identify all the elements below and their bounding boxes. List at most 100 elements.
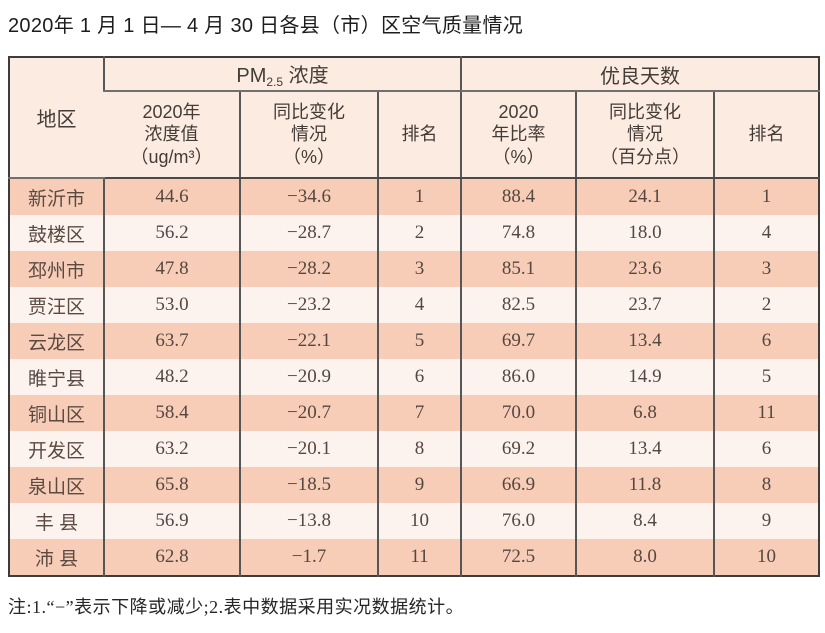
cell-region: 新沂市 [9,178,104,215]
cell-pm25-rank: 9 [376,467,462,503]
cell-pm25-change: −20.9 [239,359,378,395]
pm25-subscript: 2.5 [266,75,284,89]
cell-good-ratio: 82.5 [460,287,577,323]
cell-good-rank: 2 [713,287,820,323]
pm25-label: PM2.5 浓度 [236,65,329,89]
cell-good-rank: 1 [713,178,820,215]
cell-good-rank: 4 [713,215,820,251]
cell-good-rank: 6 [713,323,820,359]
cell-good-change: 23.7 [575,287,715,323]
cell-pm25-value: 56.9 [103,503,240,539]
table-row: 沛 县 62.8 −1.7 11 72.5 8.0 10 [9,539,820,576]
cell-pm25-rank: 5 [376,323,462,359]
header-good-days-group: 优良天数 [460,57,820,92]
cell-pm25-rank: 10 [376,503,462,539]
table-body: 新沂市 44.6 −34.6 1 88.4 24.1 1 鼓楼区 56.2 −2… [9,178,820,576]
cell-good-ratio: 72.5 [460,539,577,576]
header-group-row: 地区 PM2.5 浓度 优良天数 [9,57,820,179]
cell-good-ratio: 76.0 [460,503,577,539]
header-pm25-value: 2020年 浓度值 （ug/m³） [104,91,240,179]
table-row: 邳州市 47.8 −28.2 3 85.1 23.6 3 [9,251,820,287]
header-good-ratio: 2020 年比率 （%） [460,91,577,179]
cell-pm25-value: 63.2 [103,431,240,467]
table-row: 云龙区 63.7 −22.1 5 69.7 13.4 6 [9,323,820,359]
cell-good-change: 11.8 [575,467,715,503]
table-row: 丰 县 56.9 −13.8 10 76.0 8.4 9 [9,503,820,539]
cell-pm25-change: −34.6 [239,178,378,215]
cell-good-rank: 11 [713,395,820,431]
cell-good-change: 8.4 [575,503,715,539]
cell-pm25-rank: 2 [376,215,462,251]
cell-region: 铜山区 [9,395,104,431]
cell-good-ratio: 86.0 [460,359,577,395]
cell-good-rank: 3 [713,251,820,287]
cell-pm25-value: 53.0 [103,287,240,323]
cell-good-rank: 10 [713,539,820,576]
cell-region: 丰 县 [9,503,104,539]
table-row: 铜山区 58.4 −20.7 7 70.0 6.8 11 [9,395,820,431]
cell-good-ratio: 69.2 [460,431,577,467]
header-pm25-group: PM2.5 浓度 [102,57,462,92]
table-row: 新沂市 44.6 −34.6 1 88.4 24.1 1 [9,178,820,215]
table-row: 鼓楼区 56.2 −28.7 2 74.8 18.0 4 [9,215,820,251]
cell-pm25-value: 58.4 [103,395,240,431]
cell-good-rank: 6 [713,431,820,467]
cell-region: 邳州市 [9,251,104,287]
table-row: 泉山区 65.8 −18.5 9 66.9 11.8 8 [9,467,820,503]
cell-region: 开发区 [9,431,104,467]
cell-good-ratio: 70.0 [460,395,577,431]
cell-good-ratio: 74.8 [460,215,577,251]
cell-region: 云龙区 [9,323,104,359]
cell-pm25-value: 56.2 [103,215,240,251]
cell-region: 贾汪区 [9,287,104,323]
cell-pm25-change: −13.8 [239,503,378,539]
cell-pm25-rank: 1 [376,178,462,215]
table-row: 贾汪区 53.0 −23.2 4 82.5 23.7 2 [9,287,820,323]
cell-region: 睢宁县 [9,359,104,395]
cell-good-change: 18.0 [575,215,715,251]
cell-good-change: 8.0 [575,539,715,576]
cell-pm25-change: −20.1 [239,431,378,467]
header-good-rank: 排名 [713,91,820,179]
cell-good-rank: 5 [713,359,820,395]
cell-pm25-rank: 8 [376,431,462,467]
cell-pm25-change: −20.7 [239,395,378,431]
air-quality-table: 地区 PM2.5 浓度 优良天数 2020年 浓度值 （ug/m³） 同比变化 … [8,56,821,577]
cell-good-change: 6.8 [575,395,715,431]
cell-pm25-rank: 4 [376,287,462,323]
cell-good-rank: 8 [713,467,820,503]
cell-pm25-rank: 7 [376,395,462,431]
cell-pm25-value: 48.2 [103,359,240,395]
cell-pm25-rank: 11 [376,539,462,576]
cell-pm25-change: −18.5 [239,467,378,503]
cell-good-ratio: 69.7 [460,323,577,359]
cell-good-change: 23.6 [575,251,715,287]
header-pm25-change: 同比变化 情况 （%） [239,91,378,179]
cell-pm25-value: 62.8 [103,539,240,576]
cell-region: 沛 县 [9,539,104,576]
cell-pm25-value: 63.7 [103,323,240,359]
cell-good-rank: 9 [713,503,820,539]
header-sub-row: 2020年 浓度值 （ug/m³） 同比变化 情况 （%） 排名 2020 年比… [9,91,820,179]
cell-pm25-change: −22.1 [239,323,378,359]
cell-pm25-value: 65.8 [103,467,240,503]
cell-good-ratio: 88.4 [460,178,577,215]
header-pm25-rank: 排名 [376,91,462,179]
cell-pm25-change: −28.7 [239,215,378,251]
page-title: 2020年 1 月 1 日— 4 月 30 日各县（市）区空气质量情况 [8,15,524,37]
cell-region: 鼓楼区 [9,215,104,251]
cell-region: 泉山区 [9,467,104,503]
cell-good-ratio: 85.1 [460,251,577,287]
cell-good-change: 24.1 [575,178,715,215]
header-good-change: 同比变化 情况 （百分点） [575,91,715,179]
cell-pm25-change: −28.2 [239,251,378,287]
cell-good-change: 14.9 [575,359,715,395]
cell-pm25-change: −1.7 [239,539,378,576]
cell-pm25-value: 44.6 [103,178,240,215]
cell-good-change: 13.4 [575,431,715,467]
table-row: 睢宁县 48.2 −20.9 6 86.0 14.9 5 [9,359,820,395]
cell-good-change: 13.4 [575,323,715,359]
cell-good-ratio: 66.9 [460,467,577,503]
cell-pm25-change: −23.2 [239,287,378,323]
table-row: 开发区 63.2 −20.1 8 69.2 13.4 6 [9,431,820,467]
